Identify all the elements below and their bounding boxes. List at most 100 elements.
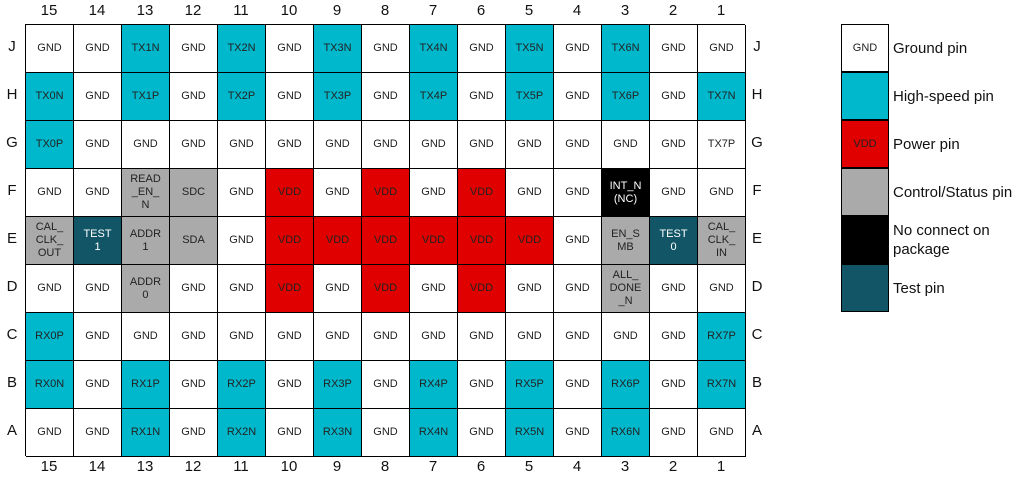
pin-cell: GND xyxy=(650,121,698,169)
pin-cell: GND xyxy=(410,169,458,217)
legend-swatch: VDD xyxy=(841,120,889,168)
pin-cell: GND xyxy=(458,409,506,457)
pin-cell: GND xyxy=(266,25,314,73)
row-label-left: D xyxy=(6,278,18,295)
column-number-top: 4 xyxy=(572,2,582,19)
pin-cell: VDD xyxy=(506,217,554,265)
pin-cell: TX1N xyxy=(122,25,170,73)
pin-cell: TX1P xyxy=(122,73,170,121)
column-number-bottom: 13 xyxy=(136,458,154,475)
pin-cell: TX4N xyxy=(410,25,458,73)
pin-cell: GND xyxy=(698,169,746,217)
legend-label: High-speed pin xyxy=(893,87,994,105)
pin-cell: RX1P xyxy=(122,361,170,409)
pin-cell: VDD xyxy=(266,169,314,217)
pin-cell: TX5N xyxy=(506,25,554,73)
row-label-right: B xyxy=(751,374,762,391)
column-number-bottom: 2 xyxy=(668,458,678,475)
pin-cell: GND xyxy=(314,313,362,361)
pin-cell: READ _EN_ N xyxy=(122,169,170,217)
legend-swatch xyxy=(841,216,889,264)
pin-cell: CAL_ CLK_ OUT xyxy=(26,217,74,265)
pin-cell: TX5P xyxy=(506,73,554,121)
pin-cell: GND xyxy=(74,25,122,73)
row-label-left: J xyxy=(8,38,16,55)
pin-cell: VDD xyxy=(362,265,410,313)
pin-cell: ADDR 1 xyxy=(122,217,170,265)
pin-cell: GND xyxy=(458,121,506,169)
legend-label: Control/Status pin xyxy=(893,183,1013,201)
pin-cell: GND xyxy=(506,265,554,313)
pin-cell: TX3N xyxy=(314,25,362,73)
pin-cell: GND xyxy=(74,73,122,121)
pin-cell: GND xyxy=(458,25,506,73)
pin-cell: TX6N xyxy=(602,25,650,73)
pin-cell: RX2P xyxy=(218,361,266,409)
pin-cell: GND xyxy=(554,25,602,73)
pinout-grid: GND GND TX1N GND TX2N GND TX3N GND TX4N GND TX5N GN… xyxy=(25,24,746,457)
pin-cell: TX0P xyxy=(26,121,74,169)
column-number-bottom: 9 xyxy=(332,458,342,475)
pin-cell: TX6P xyxy=(602,73,650,121)
pin-cell: RX4N xyxy=(410,409,458,457)
column-number-top: 3 xyxy=(620,2,630,19)
pin-cell: GND xyxy=(458,361,506,409)
pin-cell: GND xyxy=(650,313,698,361)
pin-cell: VDD xyxy=(410,217,458,265)
pin-cell: GND xyxy=(314,169,362,217)
pin-cell: GND xyxy=(650,169,698,217)
pin-cell: GND xyxy=(698,25,746,73)
pin-cell: TX2P xyxy=(218,73,266,121)
pin-cell: GND xyxy=(650,409,698,457)
column-number-bottom: 3 xyxy=(620,458,630,475)
pin-cell: RX0P xyxy=(26,313,74,361)
pin-cell: GND xyxy=(170,121,218,169)
column-number-bottom: 15 xyxy=(40,458,58,475)
pin-cell: GND xyxy=(458,73,506,121)
pin-cell: GND xyxy=(650,265,698,313)
column-number-top: 10 xyxy=(280,2,298,19)
row-label-right: A xyxy=(751,422,762,439)
pin-cell: GND xyxy=(170,265,218,313)
pin-cell: GND xyxy=(698,409,746,457)
pin-cell: RX7P xyxy=(698,313,746,361)
pin-cell: GND xyxy=(602,121,650,169)
column-number-top: 1 xyxy=(716,2,726,19)
pin-cell: GND xyxy=(554,169,602,217)
pin-cell: GND xyxy=(218,313,266,361)
legend-label: Ground pin xyxy=(893,39,968,57)
pin-cell: RX0N xyxy=(26,361,74,409)
pin-cell: GND xyxy=(266,73,314,121)
pin-cell: GND xyxy=(554,121,602,169)
pin-cell: GND xyxy=(218,121,266,169)
pin-cell: GND xyxy=(218,169,266,217)
column-number-bottom: 7 xyxy=(428,458,438,475)
legend-label: Power pin xyxy=(893,135,960,153)
column-number-bottom: 1 xyxy=(716,458,726,475)
pin-cell: GND xyxy=(458,313,506,361)
pin-cell: RX6P xyxy=(602,361,650,409)
pin-cell: TEST 0 xyxy=(650,217,698,265)
pin-cell: ADDR 0 xyxy=(122,265,170,313)
pin-cell: GND xyxy=(554,73,602,121)
pin-cell: SDC xyxy=(170,169,218,217)
column-number-top: 6 xyxy=(476,2,486,19)
pin-cell: VDD xyxy=(458,265,506,313)
pin-cell: GND xyxy=(554,265,602,313)
column-number-top: 8 xyxy=(380,2,390,19)
pin-cell: GND xyxy=(26,265,74,313)
pin-cell: GND xyxy=(506,313,554,361)
legend-swatch xyxy=(841,264,889,312)
row-label-left: H xyxy=(6,86,18,103)
column-number-bottom: 4 xyxy=(572,458,582,475)
row-label-left: F xyxy=(7,182,17,199)
pin-cell: GND xyxy=(506,121,554,169)
row-label-right: H xyxy=(751,86,763,103)
pin-cell: GND xyxy=(410,121,458,169)
column-number-bottom: 12 xyxy=(184,458,202,475)
pin-cell: VDD xyxy=(314,217,362,265)
pin-cell: GND xyxy=(362,409,410,457)
column-number-bottom: 6 xyxy=(476,458,486,475)
column-number-top: 5 xyxy=(524,2,534,19)
pin-cell: INT_N (NC) xyxy=(602,169,650,217)
